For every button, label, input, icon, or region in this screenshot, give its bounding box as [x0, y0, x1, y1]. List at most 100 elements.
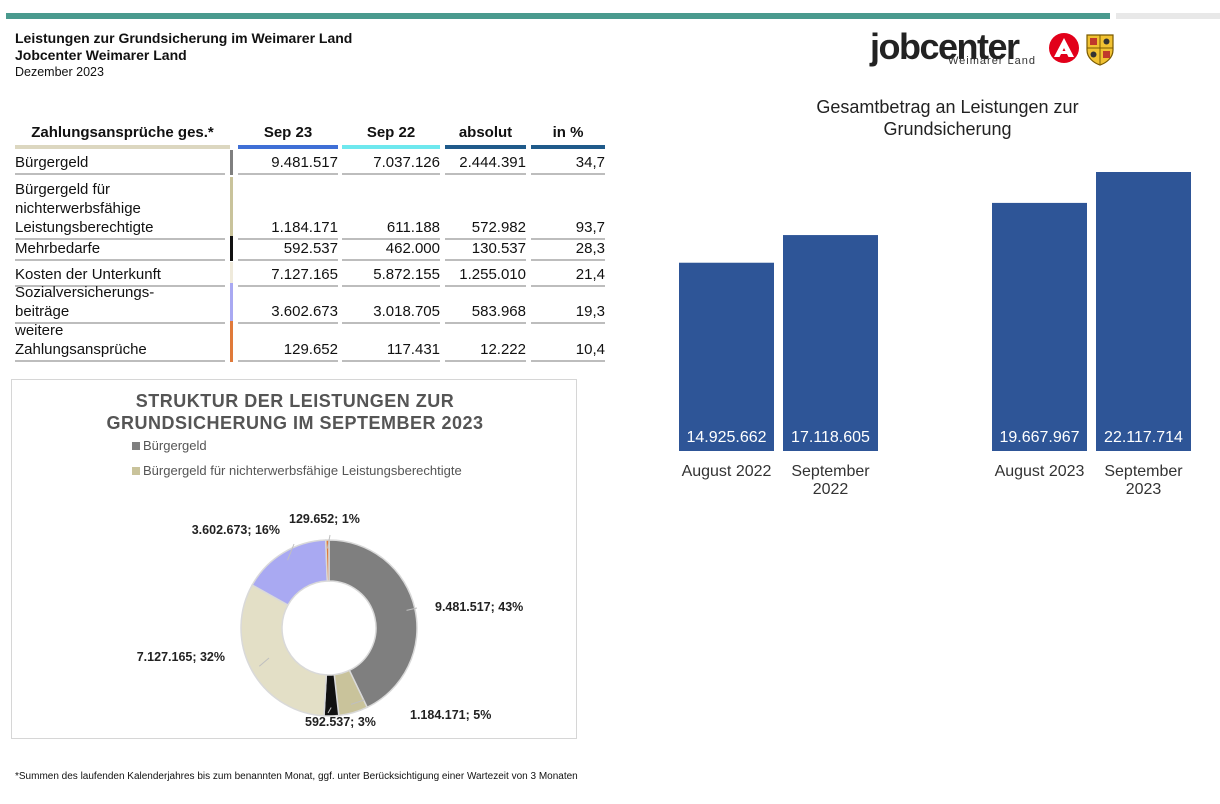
cell-underline	[238, 322, 338, 324]
bar	[1096, 172, 1191, 451]
cell-underline	[445, 173, 526, 175]
report-subtitle: Jobcenter Weimarer Land	[15, 47, 187, 63]
cell-sep23: 1.184.171	[271, 219, 338, 236]
bar-value-label: 19.667.967	[999, 429, 1079, 446]
table-row: Kosten der Unterkunft 7.127.165 5.872.155 1…	[15, 262, 607, 287]
report-date: Dezember 2023	[15, 65, 104, 79]
slice-data-label: 1.184.171; 5%	[410, 708, 491, 722]
slice-leader-line	[327, 534, 331, 549]
cell-sep22: 462.000	[385, 240, 440, 257]
top-accent-bar-gray	[1116, 13, 1220, 19]
donut-title-line: GRUNDSICHERUNG IM SEPTEMBER 2023	[106, 413, 484, 433]
donut-chart-title: STRUKTUR DER LEISTUNGEN ZUR GRUNDSICHERUN…	[12, 390, 578, 434]
cell-pct: 28,3	[575, 240, 605, 257]
cell-underline	[342, 238, 440, 240]
cell-underline	[531, 322, 605, 324]
jobcenter-logo: jobcenter Weimarer Land	[870, 26, 1120, 72]
cell-underline	[238, 259, 338, 261]
cell-underline	[445, 285, 526, 287]
column-header-bar	[15, 145, 230, 149]
th-sep22: Sep 22	[342, 123, 440, 149]
row-label-line: Sozialversicherungs-	[15, 284, 155, 301]
row-underline	[15, 285, 225, 287]
cell-underline	[342, 285, 440, 287]
bar-category-label: 2022	[813, 481, 849, 498]
legend-label: Bürgergeld für nichterwerbsfähige Leistu…	[143, 463, 462, 478]
cell-sep22: 3.018.705	[373, 303, 440, 320]
bar-chart-title: Gesamtbetrag an Leistungen zur Grundsich…	[816, 97, 1079, 139]
row-underline	[15, 238, 225, 240]
bar	[679, 262, 774, 451]
legend-label: Bürgergeld	[143, 438, 207, 453]
slice-data-label: 3.602.673; 16%	[192, 523, 280, 537]
column-header-label: absolut	[458, 124, 513, 141]
row-label-line: Bürgergeld für	[15, 181, 111, 198]
legend-swatch	[132, 467, 140, 475]
legend-item-buergergeld: Bürgergeld	[132, 438, 207, 453]
cell-underline	[445, 238, 526, 240]
th-pct: in %	[531, 123, 605, 149]
cell-pct: 19,3	[575, 303, 605, 320]
row-label: Bürgergeld	[15, 153, 227, 172]
top-accent-bar	[6, 13, 1110, 19]
legend-item-nef: Bürgergeld für nichterwerbsfähige Leistu…	[132, 463, 462, 478]
cell-absolut: 130.537	[471, 240, 526, 257]
footnote: *Summen des laufenden Kalenderjahres bis…	[15, 771, 578, 782]
donut-chart-panel: STRUKTUR DER LEISTUNGEN ZUR GRUNDSICHERUN…	[11, 379, 577, 739]
column-header-label: in %	[552, 124, 584, 141]
column-header-bar	[531, 145, 605, 149]
cell-underline	[342, 322, 440, 324]
table-row: Mehrbedarfe 592.537 462.000 130.537 28,3	[15, 236, 607, 261]
logo-wordmark: jobcenter	[870, 26, 1020, 67]
row-label-line: Mehrbedarfe	[15, 240, 101, 257]
slice-weitere	[324, 539, 330, 582]
cell-underline	[342, 259, 440, 261]
bar	[783, 235, 878, 451]
row-label-line: beiträge	[15, 303, 70, 320]
report-header: Leistungen zur Grundsicherung im Weimare…	[15, 30, 352, 81]
row-label-line: Zahlungsansprüche	[15, 341, 147, 358]
bar-value-label: 22.117.714	[1104, 429, 1183, 446]
column-header-label: Sep 22	[366, 124, 416, 141]
slice-buergergeld	[328, 539, 418, 709]
cell-sep23: 9.481.517	[271, 154, 338, 171]
cell-pct: 34,7	[575, 154, 605, 171]
cell-absolut: 12.222	[480, 341, 526, 358]
row-underline	[15, 173, 225, 175]
row-label-line: Leistungsberechtigte	[15, 219, 154, 236]
bar-category-label: September	[791, 463, 870, 480]
column-header-bar	[342, 145, 440, 149]
cell-absolut: 583.968	[471, 303, 526, 320]
row-color-marker	[230, 283, 233, 324]
row-label-line: nichterwerbsfähige	[15, 200, 141, 217]
cell-sep23: 129.652	[283, 341, 338, 358]
row-underline	[15, 259, 225, 261]
slice-leader-line	[327, 707, 332, 714]
row-color-marker	[230, 262, 233, 287]
agency-mark-icon	[1049, 33, 1079, 63]
cell-sep23: 7.127.165	[271, 266, 338, 283]
row-underline	[15, 322, 225, 324]
table-row: Bürgergeld für nichterwerbsfähige Leistung…	[15, 177, 607, 240]
cell-underline	[342, 360, 440, 362]
cell-sep22: 117.431	[386, 341, 440, 358]
row-color-marker	[230, 177, 233, 240]
bar-category-label: 2023	[1126, 481, 1162, 498]
donut-chart: 9.481.517; 43% 1.184.171; 5% 592.537; 3% 7.…	[137, 512, 524, 729]
bar-value-label: 14.925.662	[686, 429, 766, 446]
table-row: Bürgergeld 9.481.517 7.037.126 2.444.391 34,…	[15, 150, 607, 175]
slice-leader-line	[258, 657, 270, 667]
column-header-bar	[238, 145, 338, 149]
cell-underline	[445, 322, 526, 324]
column-header-label: Zahlungsansprüche ges.*	[31, 124, 214, 141]
cell-underline	[445, 360, 526, 362]
cell-sep22: 7.037.126	[373, 154, 440, 171]
row-label-line: weitere	[15, 322, 64, 339]
slice-data-label: 129.652; 1%	[289, 512, 360, 526]
cell-underline	[238, 285, 338, 287]
cell-underline	[531, 360, 605, 362]
cell-pct: 93,7	[575, 219, 605, 236]
row-color-marker	[230, 150, 233, 175]
bar-value-label: 17.118.605	[791, 429, 870, 446]
table-row: Sozialversicherungs-beiträge 3.602.673 3.0…	[15, 283, 607, 324]
